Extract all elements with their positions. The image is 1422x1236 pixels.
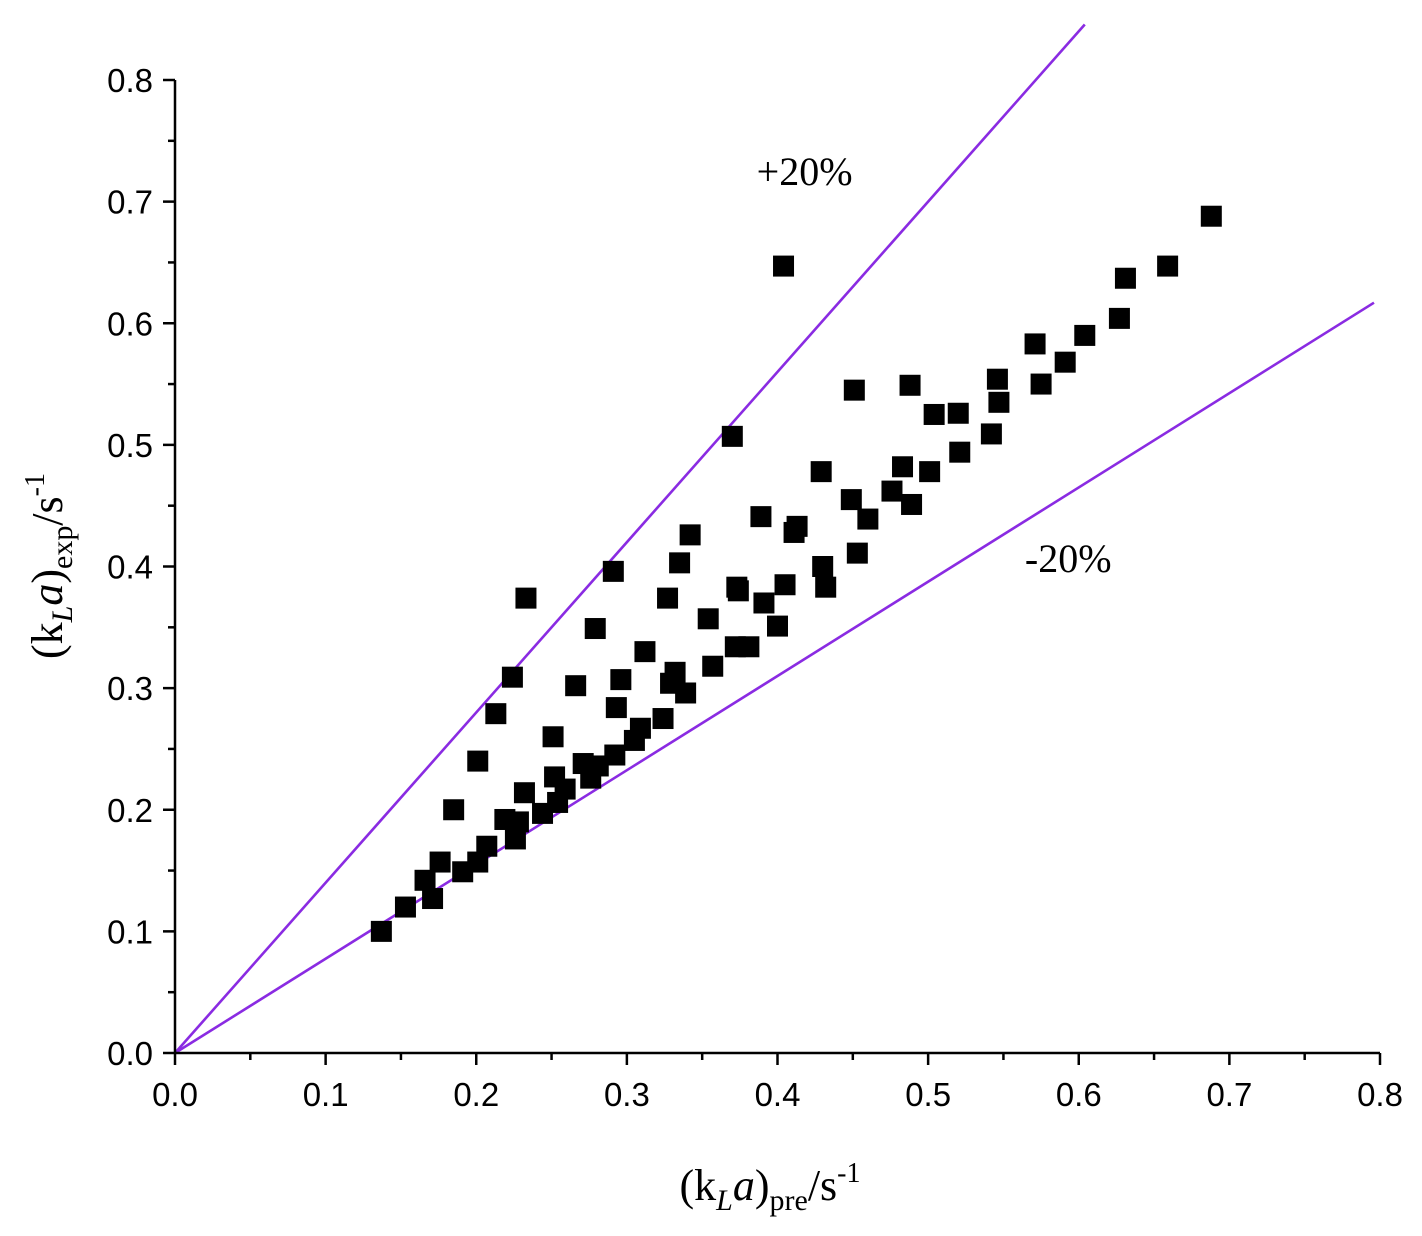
data-point xyxy=(584,618,606,640)
data-point xyxy=(899,374,921,396)
data-point xyxy=(443,799,465,821)
data-point xyxy=(394,896,416,918)
x-axis-title: (kLa)pre/s-1 xyxy=(680,1158,861,1217)
data-point xyxy=(554,778,576,800)
x-tick-label: 0.8 xyxy=(1357,1076,1403,1113)
data-point xyxy=(1114,267,1136,289)
y-tick-label: 0.5 xyxy=(107,427,153,464)
data-point xyxy=(1074,324,1096,346)
data-point xyxy=(901,493,923,515)
annotation-label: +20% xyxy=(757,149,853,194)
axes xyxy=(173,80,1380,1055)
x-tick-label: 0.5 xyxy=(905,1076,951,1113)
x-tick-label: 0.0 xyxy=(152,1076,198,1113)
data-point xyxy=(669,552,691,574)
y-tick-label: 0.2 xyxy=(107,792,153,829)
y-tick-label: 0.6 xyxy=(107,305,153,342)
annotation-label: -20% xyxy=(1025,536,1112,581)
data-point xyxy=(1024,333,1046,355)
ticks: 0.0 0.1 0.2 0.3 0.4 0.5 0.6 0.7 0.8 0.0 0.1 0.2 0.3 0… xyxy=(107,62,1403,1113)
data-point xyxy=(515,587,537,609)
data-point xyxy=(634,641,656,663)
data-point xyxy=(513,782,535,804)
data-point xyxy=(753,592,775,614)
y-tick-label: 0.8 xyxy=(107,62,153,99)
data-point xyxy=(675,682,697,704)
data-point xyxy=(988,391,1010,413)
data-point xyxy=(679,524,701,546)
data-point xyxy=(1054,351,1076,373)
data-point xyxy=(786,515,808,537)
data-point xyxy=(1157,255,1179,277)
data-point xyxy=(843,379,865,401)
data-point xyxy=(1030,373,1052,395)
x-tick-label: 0.7 xyxy=(1206,1076,1252,1113)
data-point xyxy=(702,655,724,677)
data-point xyxy=(980,423,1002,445)
data-point xyxy=(697,608,719,630)
data-point xyxy=(721,425,743,447)
data-point xyxy=(467,851,489,873)
data-point xyxy=(370,920,392,942)
x-tick-label: 0.4 xyxy=(755,1076,801,1113)
data-point xyxy=(773,255,795,277)
y-tick-label: 0.0 xyxy=(107,1035,153,1072)
data-point xyxy=(542,726,564,748)
data-point xyxy=(986,368,1008,390)
data-point xyxy=(565,675,587,697)
y-tick-label: 0.7 xyxy=(107,184,153,221)
data-point xyxy=(738,636,760,658)
data-point xyxy=(485,703,507,725)
data-point xyxy=(504,828,526,850)
data-point xyxy=(657,587,679,609)
data-point xyxy=(1108,307,1130,329)
data-point xyxy=(587,755,609,777)
data-point xyxy=(810,461,832,483)
data-point xyxy=(467,750,489,772)
data-point xyxy=(812,556,834,577)
data-point xyxy=(840,489,862,511)
data-point xyxy=(501,666,523,688)
data-point xyxy=(414,869,436,891)
data-point xyxy=(846,542,868,564)
data-point xyxy=(422,888,444,910)
data-point xyxy=(857,508,879,530)
data-point xyxy=(750,506,772,528)
data-point xyxy=(919,461,941,483)
data-point xyxy=(1200,205,1222,227)
y-tick-label: 0.4 xyxy=(107,549,153,586)
data-point xyxy=(774,574,796,596)
data-point xyxy=(815,576,837,598)
reference-line-minus-20 xyxy=(174,301,1375,1055)
data-point xyxy=(507,811,529,833)
data-point xyxy=(881,480,903,502)
x-tick-label: 0.2 xyxy=(453,1076,499,1113)
data-points xyxy=(370,205,1222,942)
data-point xyxy=(476,835,498,857)
data-point xyxy=(602,560,624,582)
data-point xyxy=(605,697,627,719)
data-point xyxy=(949,441,971,463)
data-point xyxy=(604,744,626,766)
reference-line-plus-20 xyxy=(174,23,1086,1054)
data-point xyxy=(892,456,914,478)
y-tick-label: 0.1 xyxy=(107,913,153,950)
data-point xyxy=(727,580,749,602)
annotations: +20% -20% xyxy=(757,149,1112,581)
data-point xyxy=(923,403,945,425)
x-tick-label: 0.6 xyxy=(1056,1076,1102,1113)
data-point xyxy=(429,851,451,873)
data-point xyxy=(767,615,788,637)
y-axis-title: (kLa)exp/s-1 xyxy=(20,473,79,659)
data-point xyxy=(947,402,969,424)
data-point xyxy=(664,661,686,683)
data-point xyxy=(629,717,651,739)
x-tick-label: 0.1 xyxy=(303,1076,349,1113)
data-point xyxy=(652,708,674,730)
y-tick-label: 0.3 xyxy=(107,670,153,707)
data-point xyxy=(610,669,632,691)
x-tick-label: 0.3 xyxy=(604,1076,650,1113)
